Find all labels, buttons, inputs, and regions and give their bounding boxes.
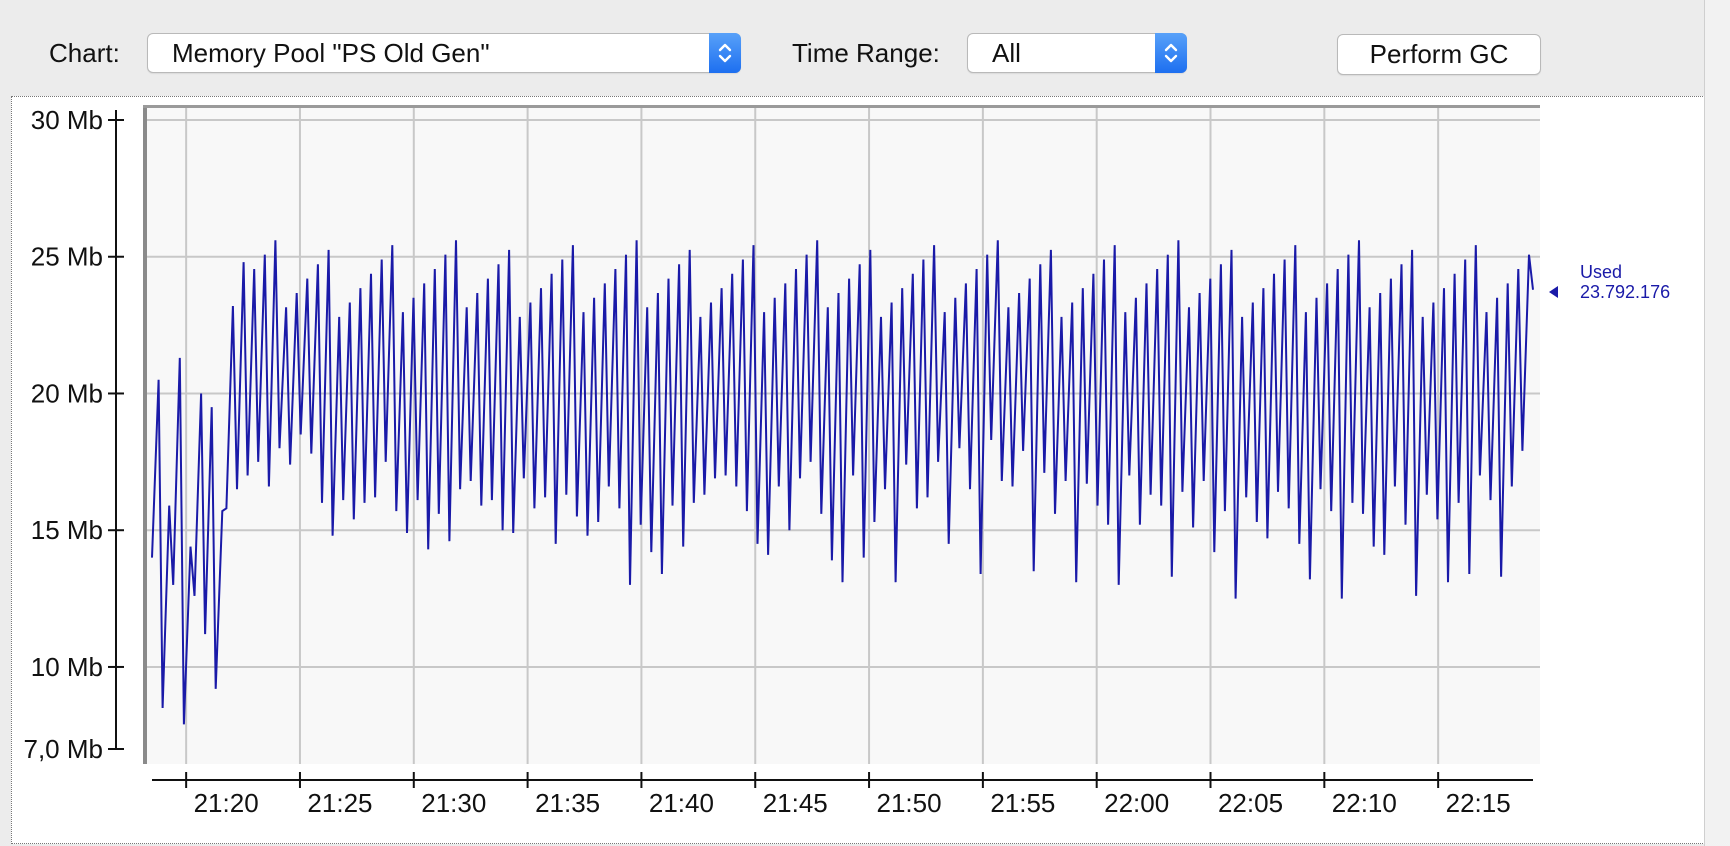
chart-label: Chart: bbox=[49, 38, 120, 68]
x-axis: 21:20 21:25 21:30 21:35 21:40 21:45 21:50 21:55… bbox=[185, 772, 1511, 818]
y-tick-label: 7,0 Mb bbox=[24, 734, 104, 764]
x-tick-label: 21:50 bbox=[877, 788, 942, 818]
y-tick-label: 15 Mb bbox=[31, 515, 103, 545]
updown-chevron-icon bbox=[1164, 43, 1178, 63]
x-tick-label: 22:15 bbox=[1446, 788, 1511, 818]
time-range-select-stepper[interactable] bbox=[1155, 33, 1187, 73]
x-tick-label: 21:55 bbox=[990, 788, 1055, 818]
updown-chevron-icon bbox=[718, 43, 732, 63]
chart-select-value: Memory Pool "PS Old Gen" bbox=[172, 38, 490, 68]
x-tick-label: 21:35 bbox=[535, 788, 600, 818]
x-tick-label: 21:30 bbox=[421, 788, 486, 818]
chart-select[interactable]: Memory Pool "PS Old Gen" bbox=[147, 33, 741, 73]
legend-series-name: Used bbox=[1580, 262, 1622, 282]
plot-left-border bbox=[143, 105, 147, 764]
time-range-select[interactable]: All bbox=[967, 33, 1187, 73]
y-tick-label: 30 Mb bbox=[31, 105, 103, 135]
y-axis: 7,0 Mb 10 Mb 15 Mb 20 Mb 25 Mb 30 Mb bbox=[24, 105, 124, 764]
toolbar: Chart: Memory Pool "PS Old Gen" Time Ran… bbox=[0, 0, 1730, 96]
y-tick-label: 10 Mb bbox=[31, 652, 103, 682]
y-tick-label: 20 Mb bbox=[31, 378, 103, 408]
legend: Used 23.792.176 bbox=[1549, 262, 1670, 302]
x-tick-label: 21:25 bbox=[307, 788, 372, 818]
window-edge bbox=[1704, 0, 1730, 846]
time-range-select-value: All bbox=[992, 38, 1021, 68]
legend-last-value: 23.792.176 bbox=[1580, 282, 1670, 302]
x-tick-label: 21:40 bbox=[649, 788, 714, 818]
time-range-label: Time Range: bbox=[792, 38, 940, 68]
perform-gc-button[interactable]: Perform GC bbox=[1337, 34, 1541, 75]
x-tick-label: 22:10 bbox=[1332, 788, 1397, 818]
x-tick-label: 21:20 bbox=[194, 788, 259, 818]
horizontal-gridlines bbox=[147, 119, 1540, 668]
plot-top-border bbox=[143, 105, 1540, 108]
series-line-used bbox=[151, 240, 1534, 725]
x-tick-label: 22:05 bbox=[1218, 788, 1283, 818]
legend-marker-icon bbox=[1549, 286, 1558, 298]
chart-select-stepper[interactable] bbox=[709, 33, 741, 73]
x-tick-label: 22:00 bbox=[1104, 788, 1169, 818]
y-tick-label: 25 Mb bbox=[31, 242, 103, 272]
x-tick-label: 21:45 bbox=[763, 788, 828, 818]
